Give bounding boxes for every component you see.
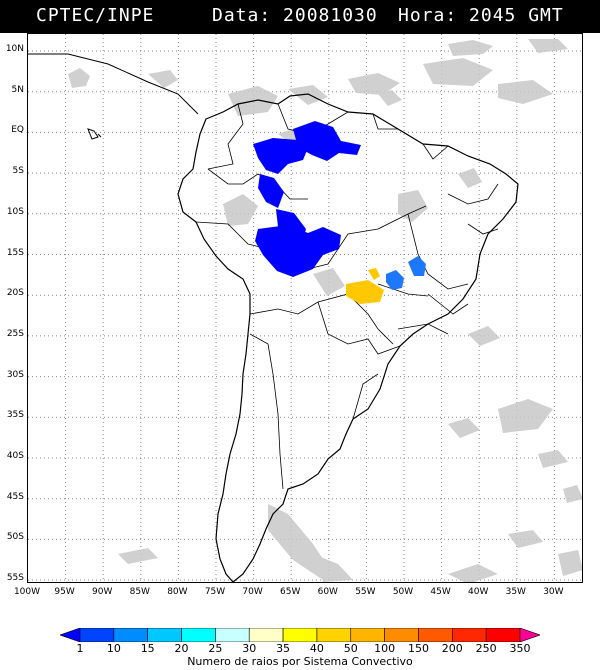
colorbar-segment [113,628,148,642]
lon-tick-label: 95W [54,587,75,597]
colorbar-segment [282,628,318,642]
colorbar-segment [418,628,453,642]
lat-tick-label: 50S [6,532,24,543]
lon-tick-label: 80W [167,587,188,597]
map-header: CPTEC/INPE Data: 20081030 Hora: 2045 GMT [0,0,600,33]
lon-tick-label: 60W [317,587,338,597]
lon-tick-label: 70W [242,587,263,597]
convective-systems-medium-blue [386,256,426,290]
lat-tick-label: 15S [6,247,24,258]
colorbar-segment [248,628,284,642]
graticule [28,34,582,582]
org-label: CPTEC/INPE [36,5,155,26]
colorbar-tick-label: 35 [276,642,291,655]
lon-tick-label: 85W [129,587,150,597]
colorbar [60,628,540,642]
central-america-outline [28,53,199,115]
colorbar-segment [316,628,352,642]
colorbar-min-arrow [60,628,81,642]
lat-tick-label: 55S [6,573,24,584]
lon-tick-label: 40W [468,587,489,597]
lon-tick-label: 45W [430,587,451,597]
map-canvas [28,34,582,582]
colorbar-segment [147,628,182,642]
lat-tick-label: 30S [6,369,24,380]
colorbar-tick-label: 150 [407,642,429,655]
galapagos-outline [87,128,102,140]
lon-tick-label: 65W [280,587,301,597]
lat-tick-label: 40S [6,451,24,461]
hour-label: Hora: 2045 GMT [398,5,564,26]
colorbar-title: Numero de raios por Sistema Convectivo [187,655,413,668]
colorbar-tick-label: 250 [475,642,497,655]
lon-tick-label: 100W [13,587,41,597]
colorbar-tick-label: 100 [374,642,396,655]
lat-tick-label: 10S [6,206,24,217]
colorbar-segment [452,628,487,642]
colorbar-tick-label: 30 [242,642,257,655]
colorbar-segment [485,628,521,642]
lat-tick-label: 25S [6,328,24,339]
map-panel[interactable] [27,33,583,583]
lat-tick-label: 45S [6,491,24,502]
lat-tick-label: 5S [12,166,24,177]
colorbar-segment [350,628,385,642]
lon-tick-label: 75W [204,587,226,597]
colorbar-tick-label: 25 [208,642,223,655]
convective-systems-deep-blue [253,121,361,277]
lat-tick-label: 35S [6,410,24,421]
colorbar-tick-label: 40 [309,642,324,655]
colorbar-tick-label: 20 [174,642,189,655]
colorbar-max-arrow [519,628,540,642]
lat-tick-label: 5N [11,84,24,95]
colorbar-tick-label: 350 [509,642,531,655]
lon-tick-label: 50W [392,587,414,597]
lon-tick-label: 55W [355,587,376,597]
date-label: Data: 20081030 [212,5,378,26]
lat-tick-label: EQ [11,125,24,136]
lat-tick-label: 20S [6,288,24,299]
colorbar-tick-label: 15 [140,642,155,655]
cloud-cover [68,39,582,582]
lon-tick-label: 35W [505,587,526,597]
convective-systems-yellow [346,268,384,304]
lon-tick-label: 90W [92,587,113,597]
colorbar-tick-label: 1 [76,642,84,655]
continent-outline [177,93,519,582]
colorbar-segment [79,628,115,642]
lat-tick-label: 10N [5,44,24,54]
colorbar-segment [384,628,419,642]
colorbar-tick-label: 10 [106,642,121,655]
colorbar-segment [181,628,216,642]
colorbar-tick-label: 50 [343,642,358,655]
colorbar-tick-label: 200 [441,642,463,655]
lon-tick-label: 30W [543,587,564,597]
colorbar-segment [215,628,250,642]
